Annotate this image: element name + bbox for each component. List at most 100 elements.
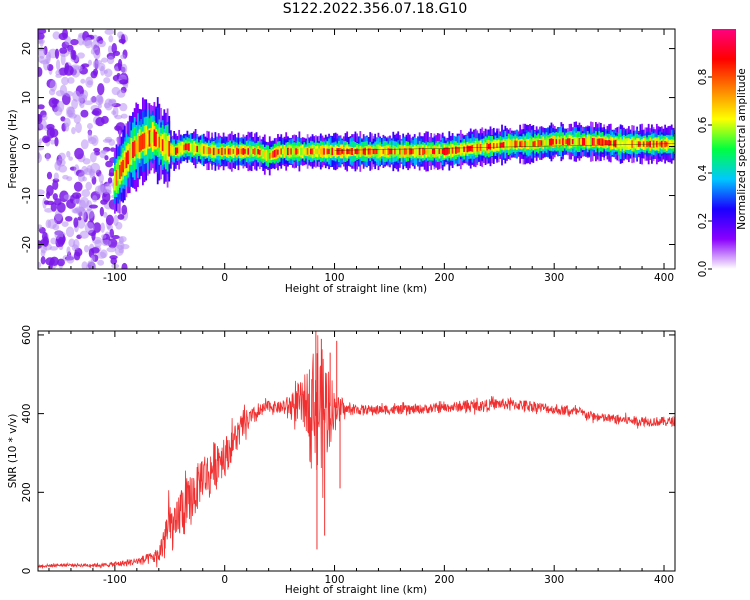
ridge-cell: [487, 143, 490, 150]
ridge-cell: [254, 148, 256, 155]
noise-blob: [48, 88, 56, 96]
ridge-cell: [331, 147, 334, 156]
noise-blob: [40, 256, 46, 265]
ridge-cell: [489, 142, 492, 150]
ridge-cell: [342, 148, 345, 155]
ridge-cell: [250, 148, 253, 155]
noise-blob: [77, 65, 83, 72]
noise-blob: [41, 114, 48, 121]
snr-y-tick-label: 400: [21, 404, 33, 424]
noise-blob: [121, 63, 128, 74]
ridge-cell: [558, 139, 561, 145]
ridge-cell: [263, 151, 266, 159]
ridge-cell: [573, 138, 576, 146]
ridge-cell: [197, 145, 200, 153]
ridge-cell: [219, 148, 222, 155]
noise-blob: [115, 221, 123, 230]
ridge-cell: [456, 147, 459, 153]
ridge-cell: [632, 141, 635, 147]
noise-blob: [40, 60, 49, 65]
noise-blob: [67, 77, 75, 84]
ridge-cell: [280, 148, 283, 155]
ridge-cell: [520, 140, 523, 148]
noise-blob: [70, 49, 76, 60]
ridge-cell: [593, 138, 596, 146]
noise-blob: [81, 208, 87, 221]
noise-blob: [97, 83, 105, 96]
ridge-cell: [242, 147, 245, 155]
ridge-cell: [141, 133, 144, 150]
snr-x-tick-label: 400: [654, 574, 674, 586]
ridge-cell: [135, 140, 138, 154]
ridge-cell: [497, 142, 500, 148]
ridge-cell: [366, 147, 368, 155]
ridge-cell: [338, 148, 340, 155]
noise-blob: [90, 96, 98, 103]
colorbar-strip: [712, 29, 736, 269]
ridge-cell: [316, 148, 319, 155]
ridge-cell: [443, 147, 446, 156]
noise-blob: [87, 137, 97, 145]
noise-blob: [95, 116, 105, 127]
noise-blob: [101, 57, 108, 63]
ridge-cell: [257, 149, 260, 155]
noise-blob: [101, 183, 112, 194]
noise-blob: [96, 94, 103, 103]
noise-blob: [55, 158, 66, 167]
ridge-cell: [451, 147, 454, 154]
ridge-cell: [575, 138, 578, 145]
ridge-cell: [146, 133, 149, 145]
noise-blob: [109, 255, 118, 260]
ridge-cell: [314, 148, 317, 154]
noise-blob: [38, 141, 42, 147]
colorbar-tick-label: 0.0: [697, 261, 709, 278]
ridge-cell: [420, 148, 423, 155]
ridge-cell: [445, 147, 447, 155]
ridge-cell: [181, 144, 184, 153]
ridge-cell: [229, 148, 232, 155]
ridge-cell: [527, 141, 530, 148]
noise-blob: [90, 70, 98, 79]
spectrogram-x-axis-label: Height of straight line (km): [285, 283, 427, 295]
noise-blob: [84, 222, 95, 234]
ridge-cell: [305, 148, 307, 155]
ridge-cell: [509, 141, 512, 147]
noise-blob: [86, 80, 93, 86]
snr-series-line: [38, 335, 675, 569]
noise-blob: [80, 109, 89, 118]
ridge-cell: [354, 148, 357, 154]
ridge-cell: [606, 140, 609, 146]
ridge-cell: [265, 152, 268, 159]
ridge-cell: [557, 138, 559, 145]
noise-blob: [54, 48, 60, 59]
ridge-cell: [168, 141, 171, 157]
ridge-cell: [613, 140, 615, 147]
ridge-cell: [310, 148, 312, 155]
ridge-cell: [506, 141, 508, 148]
ridge-cell: [412, 148, 414, 154]
ridge-cell: [672, 141, 675, 147]
noise-blob: [108, 99, 117, 107]
noise-blob: [91, 110, 100, 116]
ridge-cell: [670, 141, 673, 147]
ridge-cell: [260, 150, 263, 156]
ridge-cell: [576, 137, 579, 146]
noise-blob: [65, 215, 73, 222]
ridge-cell: [209, 148, 212, 154]
noise-blob: [60, 116, 66, 122]
snr-y-tick-label: 0: [21, 568, 33, 575]
ridge-cell: [323, 148, 326, 155]
noise-blob: [104, 29, 115, 35]
ridge-cell: [459, 145, 462, 154]
noise-blob: [66, 246, 71, 256]
ridge-cell: [217, 148, 220, 154]
ridge-cell: [158, 136, 161, 148]
ridge-cell: [300, 147, 302, 155]
noise-blob: [90, 255, 96, 263]
noise-blob: [46, 171, 53, 180]
spectrogram-x-tick-label: 400: [654, 272, 674, 284]
ridge-cell: [627, 140, 630, 148]
spectrogram-x-tick-label: 300: [544, 272, 564, 284]
noise-blob: [108, 172, 114, 177]
ridge-cell: [667, 140, 670, 148]
